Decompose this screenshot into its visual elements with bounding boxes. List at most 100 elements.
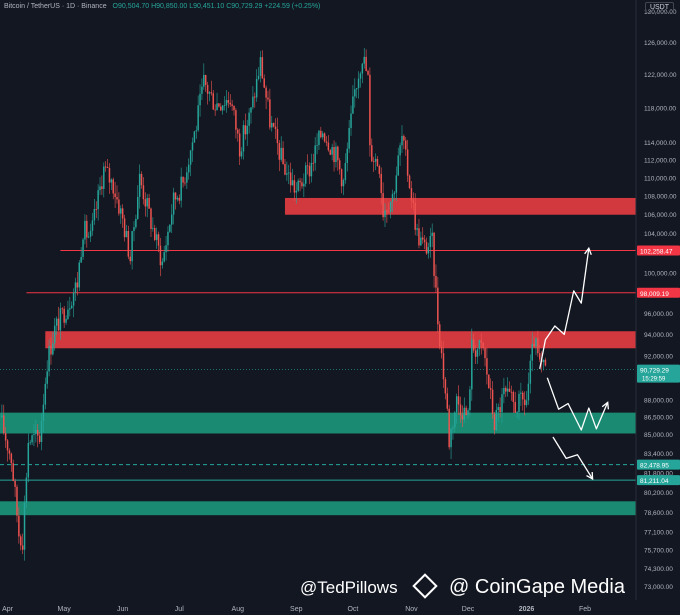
range-path[interactable] <box>546 377 609 431</box>
price-axis[interactable]: 130,000.00126,000.00122,000.00118,000.00… <box>644 9 677 591</box>
candle-body <box>261 57 264 79</box>
candle-body <box>382 193 384 218</box>
candle-body <box>220 106 222 111</box>
bearish-path[interactable] <box>552 436 594 480</box>
candle-body <box>308 165 311 177</box>
candle-body <box>101 186 103 189</box>
candle-body <box>10 453 13 464</box>
candle-body <box>206 84 209 94</box>
candle-body <box>137 196 139 219</box>
candle-body <box>195 130 198 132</box>
last-price-label: 90,729.29 <box>640 368 669 375</box>
currency-button[interactable]: USDT <box>644 2 674 13</box>
candle-body <box>359 73 362 79</box>
level-tag-1 <box>637 287 680 298</box>
candle-body <box>8 450 11 454</box>
candle-body <box>127 230 130 257</box>
candle-body <box>86 220 88 238</box>
candle-body <box>53 325 56 344</box>
candle-body <box>276 129 279 144</box>
candle-body <box>144 199 147 207</box>
candle-body <box>535 338 537 347</box>
bearish-path-arrowhead-icon <box>586 471 594 481</box>
candle-body <box>95 208 97 210</box>
candle-body <box>72 292 75 306</box>
candle-body <box>367 70 369 75</box>
candle-body <box>523 399 526 406</box>
candle-body <box>403 135 405 141</box>
candle-body <box>320 130 322 138</box>
candle-body <box>191 142 194 151</box>
candle-body <box>225 100 228 106</box>
candle-body <box>89 230 92 237</box>
candle-body <box>510 391 513 393</box>
candle-body <box>20 536 22 546</box>
candle-body <box>21 545 24 550</box>
candle-body <box>338 160 341 170</box>
y-tick-label: 73,000.00 <box>644 584 673 591</box>
candle-body <box>189 150 192 165</box>
candle-body <box>497 407 499 411</box>
last-price-tag <box>637 364 680 383</box>
candle-body <box>180 176 182 201</box>
candle-body <box>244 125 247 135</box>
candle-body <box>99 186 101 191</box>
y-tick-label: 118,000.00 <box>644 105 676 112</box>
support-zone-lower[interactable] <box>0 501 636 516</box>
candle-body <box>491 389 494 415</box>
candle-body <box>450 428 452 448</box>
candle-body <box>544 359 547 366</box>
candle-body <box>263 78 265 88</box>
candle-body <box>493 414 496 431</box>
symbol-title[interactable]: Bitcoin / TetherUS · 1D · Binance <box>4 3 107 10</box>
candle-body <box>252 96 254 108</box>
candle-body <box>106 166 109 169</box>
candle-body <box>525 400 528 406</box>
candle-body <box>272 122 275 127</box>
candle-body <box>242 125 245 152</box>
candle-body <box>527 383 530 401</box>
resistance-zone-lower[interactable] <box>45 331 637 349</box>
candle-body <box>376 158 379 167</box>
candle-body <box>208 92 211 94</box>
level-tag-label-2: 82,478.95 <box>640 463 669 470</box>
candle-body <box>401 135 403 146</box>
candle-body <box>44 383 47 405</box>
resistance-zone-upper[interactable] <box>284 197 636 215</box>
candle-body <box>169 224 171 232</box>
candle-body <box>93 208 96 221</box>
candle-body <box>199 93 201 106</box>
candle-body <box>354 89 356 97</box>
candles-layer <box>1 47 547 561</box>
candle-body <box>52 343 54 355</box>
candle-body <box>414 202 416 230</box>
x-tick-label: 2026 <box>519 606 535 613</box>
y-tick-label: 74,300.00 <box>644 566 673 573</box>
candle-body <box>454 412 456 428</box>
bullish-path[interactable] <box>539 248 590 370</box>
candle-body <box>16 486 18 516</box>
time-axis[interactable]: Apr May Jun Jul Aug Sep Oct Nov Dec 2026 Feb <box>2 606 591 613</box>
candle-body <box>287 172 290 174</box>
candle-body <box>378 166 381 174</box>
candle-body <box>227 100 230 103</box>
candle-body <box>395 175 398 193</box>
candle-body <box>469 389 471 411</box>
candle-body <box>301 182 303 187</box>
x-tick-label: Sep <box>290 606 303 613</box>
candle-body <box>337 146 339 161</box>
candle-body <box>29 442 31 444</box>
candle-body <box>50 346 52 355</box>
candle-body <box>380 173 382 194</box>
candle-body <box>229 102 231 105</box>
candle-body <box>486 358 488 375</box>
candle-body <box>374 158 377 162</box>
candle-body <box>116 197 118 200</box>
support-zone-upper[interactable] <box>0 412 636 434</box>
candle-body <box>35 429 37 435</box>
candle-body <box>223 105 226 107</box>
candle-body <box>361 63 364 74</box>
candle-body <box>435 275 437 288</box>
candle-body <box>542 359 545 363</box>
